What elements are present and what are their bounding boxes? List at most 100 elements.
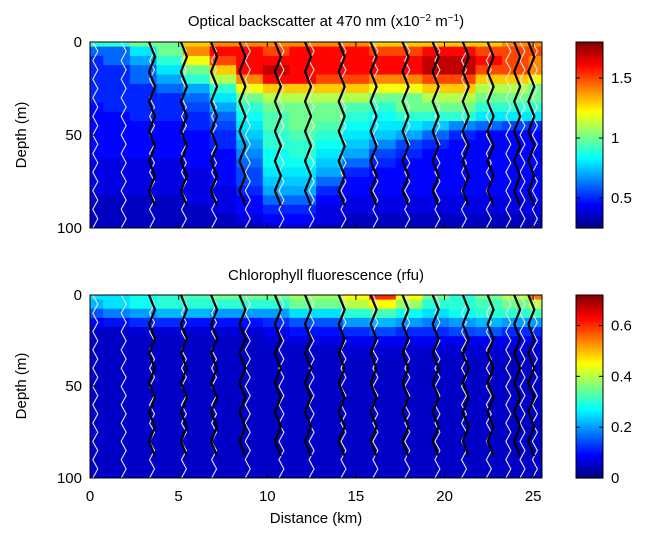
- heatmap-cell: [316, 455, 344, 465]
- heatmap-cell: [528, 400, 542, 410]
- colorbar-swatch: [576, 447, 603, 451]
- heatmap-cell: [422, 381, 450, 392]
- heatmap-cell: [289, 308, 317, 319]
- heatmap-cell: [316, 299, 344, 310]
- heatmap-cell: [103, 363, 131, 374]
- heatmap-cell: [502, 299, 530, 310]
- heatmap-cell: [209, 46, 237, 57]
- heatmap-cell: [316, 42, 344, 48]
- heatmap-cell: [528, 345, 542, 356]
- heatmap-cell: [342, 308, 370, 319]
- heatmap-cell: [342, 46, 370, 57]
- colorbar-swatch: [576, 362, 603, 365]
- heatmap-cell: [422, 317, 450, 328]
- heatmap-cell: [209, 445, 237, 456]
- heatmap-cell: [103, 381, 131, 392]
- heatmap-cell: [262, 55, 291, 66]
- heatmap-cell: [316, 130, 344, 141]
- heatmap-cell: [129, 195, 158, 206]
- colorbar-swatch: [576, 145, 603, 148]
- heatmap-cell: [129, 327, 158, 337]
- backscatter-ytick-100: 100: [57, 220, 82, 237]
- heatmap-cell: [103, 317, 131, 328]
- heatmap-cell: [156, 409, 184, 420]
- heatmap-cell: [369, 317, 397, 328]
- heatmap-cell: [183, 214, 211, 224]
- chlorophyll-title: Chlorophyll fluorescence (rfu): [228, 267, 424, 284]
- heatmap-cell: [156, 130, 184, 141]
- heatmap-cell: [156, 372, 184, 383]
- heatmap-cell: [103, 308, 131, 319]
- heatmap-cell: [316, 65, 344, 76]
- heatmap-cell: [289, 130, 317, 141]
- heatmap-cell: [129, 299, 158, 310]
- heatmap-cell: [502, 176, 530, 187]
- heatmap-cell: [475, 391, 503, 401]
- heatmap-cell: [342, 139, 370, 150]
- heatmap-cell: [103, 204, 131, 215]
- colorbar-swatch: [576, 225, 603, 229]
- colorbar-swatch: [576, 341, 603, 345]
- heatmap-cell: [448, 336, 477, 346]
- colorbar-swatch: [576, 42, 603, 45]
- heatmap-cell: [289, 391, 317, 401]
- heatmap-cell: [342, 317, 370, 328]
- colorbar-tick-label: 0: [611, 470, 619, 487]
- colorbar-swatch: [576, 116, 603, 120]
- heatmap-cell: [289, 299, 317, 310]
- heatmap-cell: [156, 102, 184, 113]
- heatmap-cell: [156, 336, 184, 346]
- colorbar-swatch: [576, 337, 603, 341]
- heatmap-cell: [502, 400, 530, 410]
- heatmap-cell: [422, 158, 450, 169]
- colorbar-swatch: [576, 192, 603, 196]
- heatmap-cell: [422, 65, 450, 76]
- colorbar-swatch: [576, 349, 603, 353]
- colorbar-swatch: [576, 104, 603, 107]
- heatmap-cell: [289, 418, 317, 429]
- heatmap-cell: [103, 295, 131, 301]
- heatmap-cell: [103, 176, 131, 187]
- heatmap-cell: [209, 308, 237, 319]
- heatmap-cell: [183, 42, 211, 48]
- heatmap-cell: [289, 42, 317, 48]
- glider-profile-black: [273, 42, 283, 207]
- heatmap-cell: [90, 204, 104, 215]
- heatmap-cell: [475, 445, 503, 456]
- heatmap-cell: [156, 42, 184, 48]
- colorbar-swatch: [576, 64, 603, 68]
- heatmap-cell: [90, 139, 104, 150]
- colorbar-swatch: [576, 390, 603, 394]
- xtick-5: 5: [174, 488, 182, 505]
- heatmap-cell: [156, 473, 184, 478]
- heatmap-cell: [90, 445, 104, 456]
- heatmap-cell: [422, 464, 450, 475]
- heatmap-cell: [316, 111, 344, 122]
- heatmap-cell: [289, 372, 317, 383]
- heatmap-cell: [129, 148, 158, 159]
- heatmap-cell: [289, 102, 317, 113]
- heatmap-cell: [502, 55, 530, 66]
- heatmap-cell: [183, 158, 211, 169]
- heatmap-cell: [183, 464, 211, 475]
- colorbar-swatch: [576, 364, 603, 367]
- colorbar-swatch: [576, 358, 603, 361]
- heatmap-cell: [342, 336, 370, 346]
- heatmap-cell: [90, 186, 104, 197]
- colorbar-swatch: [576, 423, 603, 426]
- heatmap-cell: [395, 148, 423, 159]
- heatmap-cell: [129, 186, 158, 197]
- heatmap-cell: [103, 327, 131, 337]
- heatmap-cell: [103, 409, 131, 420]
- heatmap-cell: [129, 46, 158, 57]
- heatmap-cell: [422, 83, 450, 94]
- heatmap-cell: [236, 42, 264, 48]
- glider-profile-black: [179, 42, 189, 207]
- heatmap-cell: [209, 148, 237, 159]
- colorbar-swatch: [576, 151, 603, 155]
- heatmap-cell: [289, 167, 317, 178]
- heatmap-cell: [236, 148, 264, 159]
- colorbar-swatch: [576, 343, 603, 347]
- heatmap-cell: [209, 345, 237, 356]
- colorbar-swatch: [576, 459, 603, 463]
